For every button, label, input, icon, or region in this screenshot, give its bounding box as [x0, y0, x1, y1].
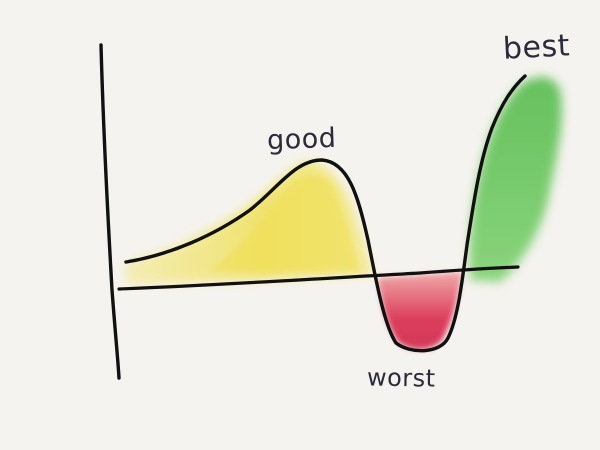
best-label: best	[502, 28, 571, 67]
good-region-fill-core	[210, 174, 360, 272]
worst-label: worst	[366, 363, 436, 393]
worst-region-fill	[378, 272, 462, 350]
outcome-curve	[124, 74, 527, 353]
best-region-fill	[469, 76, 562, 282]
vertical-axis	[99, 43, 121, 380]
good-label: good	[266, 122, 337, 157]
